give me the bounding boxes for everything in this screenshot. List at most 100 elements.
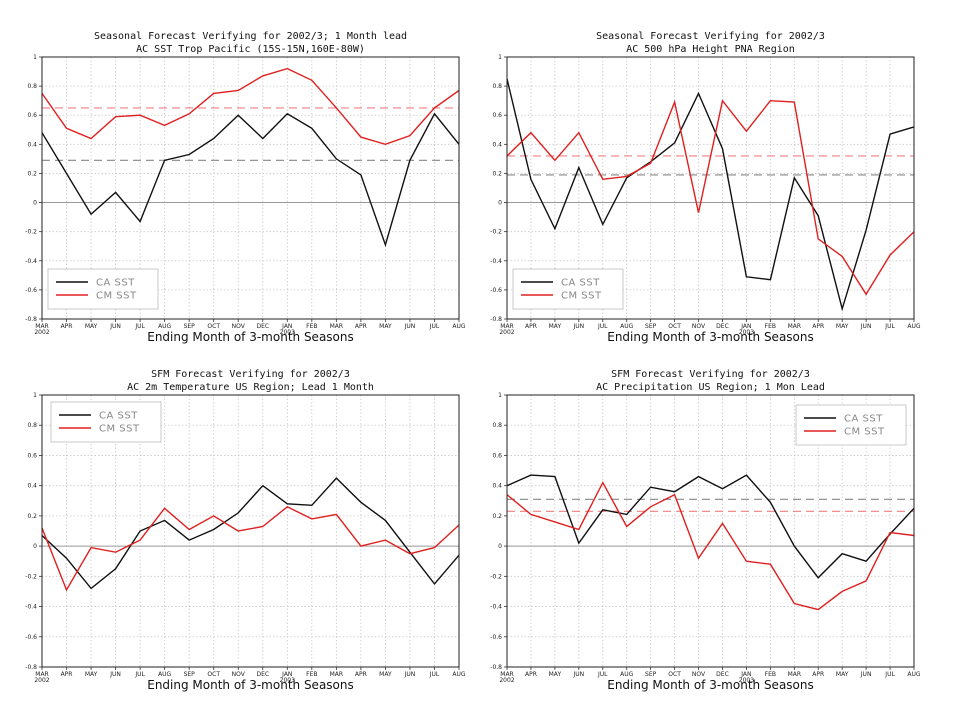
- plot-frame: [506, 56, 915, 320]
- chart-title: SFM Forecast Verifying for 2002/3: [611, 369, 810, 380]
- x-tick-label: APR: [355, 323, 367, 330]
- x-tick-label: AUG: [620, 323, 633, 330]
- y-tick-label: 0.4: [27, 483, 37, 490]
- chart-panel-sst-trop-pacific: Seasonal Forecast Verifying for 2002/3; …: [25, 31, 466, 344]
- legend-label-ca-sst: CA SST: [561, 278, 600, 289]
- y-tick-label: 0.4: [492, 141, 502, 148]
- year-label: 2002: [34, 677, 49, 684]
- year-label: 2002: [499, 329, 514, 336]
- y-tick-label: 0: [498, 200, 502, 207]
- x-tick-label: APR: [355, 671, 367, 678]
- x-axis-label: Ending Month of 3-month Seasons: [147, 678, 354, 692]
- y-tick-label: -0.4: [25, 258, 37, 265]
- x-tick-label: AUG: [158, 323, 171, 330]
- year-label: 2003: [280, 677, 295, 684]
- y-tick-label: -0.2: [490, 229, 502, 236]
- x-tick-label: NOV: [232, 323, 246, 330]
- y-tick-label: 1: [498, 54, 502, 61]
- y-tick-label: -0.2: [490, 573, 502, 580]
- y-tick-label: -0.4: [490, 604, 502, 611]
- x-tick-label: FEB: [306, 323, 317, 330]
- y-tick-label: 0: [498, 543, 502, 550]
- chart-subtitle: AC 2m Temperature US Region; Lead 1 Mont…: [127, 382, 374, 393]
- series-line-ca-sst: [41, 112, 460, 248]
- year-label: 2003: [280, 329, 295, 336]
- x-tick-label: JUN: [109, 323, 121, 330]
- x-tick-label: JUN: [860, 671, 872, 678]
- legend: CA SST CM SST: [512, 268, 624, 310]
- legend-box: [50, 401, 162, 443]
- x-tick-label: SEP: [645, 323, 657, 330]
- legend-label-cm-sst: CM SST: [99, 424, 140, 435]
- y-tick-label: -0.8: [25, 316, 37, 323]
- x-tick-label: SEP: [184, 323, 196, 330]
- y-tick-label: -0.8: [25, 664, 37, 671]
- y-tick-label: 0.2: [492, 513, 502, 520]
- x-tick-label: MAY: [379, 323, 392, 330]
- chart-subtitle: AC Precipitation US Region; 1 Mon Lead: [596, 382, 825, 393]
- legend-label-cm-sst: CM SST: [561, 291, 602, 302]
- legend-label-ca-sst: CA SST: [99, 411, 138, 422]
- x-tick-label: JUL: [429, 671, 440, 678]
- x-tick-label: APR: [61, 671, 73, 678]
- y-tick-label: 0: [33, 200, 37, 207]
- x-tick-label: JUL: [429, 323, 440, 330]
- x-tick-label: JUN: [109, 671, 121, 678]
- x-tick-label: JUN: [404, 323, 416, 330]
- chart-subtitle: AC SST Trop Pacific (15S-15N,160E-80W): [136, 44, 365, 55]
- y-tick-label: 0.6: [27, 112, 37, 119]
- y-tick-label: -0.4: [490, 258, 502, 265]
- x-tick-label: MAY: [85, 671, 98, 678]
- legend: CA SST CM SST: [50, 401, 162, 443]
- plot-frame: [41, 394, 460, 668]
- x-tick-label: APR: [812, 671, 824, 678]
- x-tick-label: OCT: [207, 671, 220, 678]
- chart-title: Seasonal Forecast Verifying for 2002/3: [596, 31, 825, 42]
- x-tick-label: JAN: [740, 671, 751, 678]
- x-tick-label: MAY: [379, 671, 392, 678]
- y-tick-label: 0.6: [27, 452, 37, 459]
- x-tick-label: FEB: [765, 323, 776, 330]
- legend-label-cm-sst: CM SST: [844, 427, 885, 438]
- x-tick-label: OCT: [207, 323, 220, 330]
- x-tick-label: APR: [61, 323, 73, 330]
- plot-frame: [41, 56, 460, 320]
- year-label: 2002: [34, 329, 49, 336]
- y-tick-label: 0.8: [492, 83, 502, 90]
- y-tick-label: 1: [33, 392, 37, 399]
- x-tick-label: APR: [812, 323, 824, 330]
- y-tick-label: -0.6: [490, 634, 502, 641]
- series-line-cm-sst: [506, 99, 915, 296]
- x-tick-label: AUG: [620, 671, 633, 678]
- x-tick-label: AUG: [907, 323, 920, 330]
- year-label: 2003: [739, 677, 754, 684]
- x-tick-label: MAY: [549, 671, 562, 678]
- x-tick-label: MAY: [85, 323, 98, 330]
- x-tick-label: MAR: [788, 323, 801, 330]
- chart-panel-precip-us: SFM Forecast Verifying for 2002/3 AC Prec…: [490, 369, 921, 692]
- x-tick-label: AUG: [452, 671, 465, 678]
- x-tick-label: JUN: [860, 323, 872, 330]
- chart-panel-z500-pna: Seasonal Forecast Verifying for 2002/3 AC…: [490, 31, 921, 344]
- y-tick-label: 0.4: [27, 141, 37, 148]
- x-tick-label: NOV: [692, 671, 706, 678]
- x-tick-label: SEP: [184, 671, 196, 678]
- x-tick-label: MAR: [330, 323, 343, 330]
- y-tick-label: -0.8: [490, 316, 502, 323]
- legend-box: [512, 268, 624, 310]
- x-tick-label: FEB: [765, 671, 776, 678]
- x-tick-label: MAY: [836, 671, 849, 678]
- y-tick-label: -0.6: [25, 634, 37, 641]
- x-tick-label: JUL: [884, 671, 895, 678]
- y-tick-label: 0.8: [492, 422, 502, 429]
- x-tick-label: DEC: [716, 671, 729, 678]
- year-label: 2002: [499, 677, 514, 684]
- x-tick-label: FEB: [306, 671, 317, 678]
- x-tick-label: MAY: [549, 323, 562, 330]
- legend-label-cm-sst: CM SST: [96, 291, 137, 302]
- x-tick-label: JUL: [134, 671, 145, 678]
- x-tick-label: JUL: [597, 671, 608, 678]
- y-tick-label: 0.6: [492, 112, 502, 119]
- y-tick-label: 0.2: [27, 513, 37, 520]
